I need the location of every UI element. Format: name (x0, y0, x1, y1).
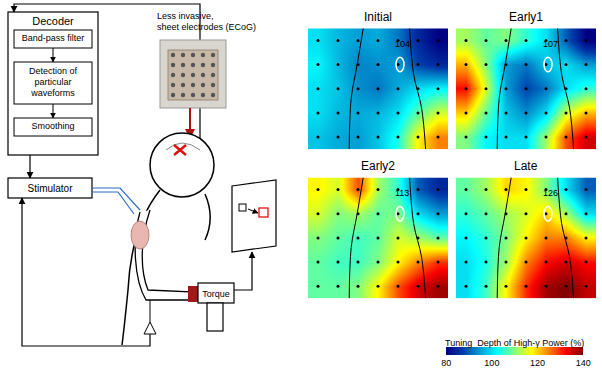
svg-text:sheet electrodes (ECoG): sheet electrodes (ECoG) (157, 22, 256, 32)
svg-text:Tuning Depth of High-γ Power: Tuning Depth of High-γ Power (%) (445, 338, 584, 348)
svg-text:113: 113 (395, 188, 409, 198)
svg-text:Decoder: Decoder (32, 15, 74, 27)
svg-text:waveforms: waveforms (30, 88, 75, 98)
svg-text:particular: particular (34, 77, 71, 87)
svg-text:107: 107 (543, 39, 558, 49)
svg-text:140: 140 (576, 358, 591, 368)
svg-text:Initial: Initial (364, 10, 392, 24)
svg-text:104: 104 (395, 39, 410, 49)
svg-text:Band-pass filter: Band-pass filter (22, 33, 85, 43)
svg-text:Less invasive,: Less invasive, (157, 11, 214, 21)
svg-text:126: 126 (543, 188, 558, 198)
svg-text:Early1: Early1 (509, 10, 543, 24)
svg-text:Early2: Early2 (361, 159, 395, 173)
svg-text:80: 80 (441, 358, 451, 368)
svg-text:100: 100 (484, 358, 499, 368)
svg-text:120: 120 (530, 358, 545, 368)
svg-text:Smoothing: Smoothing (31, 121, 74, 131)
svg-text:Late: Late (514, 159, 538, 173)
svg-text:Torque: Torque (202, 289, 230, 299)
svg-text:Stimulator: Stimulator (27, 183, 73, 194)
svg-text:Detection of: Detection of (29, 66, 78, 76)
